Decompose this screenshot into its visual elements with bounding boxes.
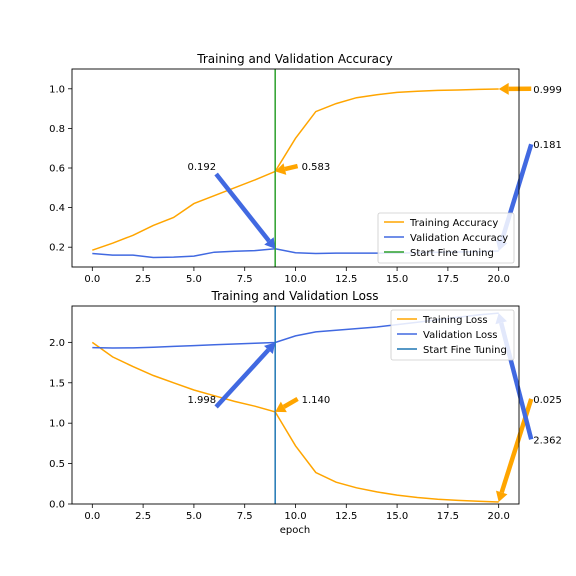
annotation-label-1-998: 1.998	[187, 395, 216, 406]
accuracy-legend: Training Accuracy Validation Accuracy St…	[377, 212, 515, 264]
annotation-label-0-999: 0.999	[533, 85, 562, 96]
loss-x-tick-label: 7.5	[237, 511, 253, 522]
accuracy-annotations: 0.999 0.181 0.583 0.192	[187, 82, 562, 251]
legend-label-fine-tuning-loss: Start Fine Tuning	[423, 345, 507, 356]
loss-x-tick-label: 20.0	[488, 511, 510, 522]
annotation-arrow-head-1-998	[264, 342, 276, 354]
legend-label-training-accuracy: Training Accuracy	[409, 218, 498, 229]
series-line-training-loss	[91, 341, 499, 503]
annotation-arrow-shaft-1-998	[214, 348, 271, 409]
annotation-label-1-140: 1.140	[302, 395, 331, 406]
series-line-training-accuracy	[92, 88, 499, 251]
accuracy-y-tick-label: 0.8	[49, 124, 65, 135]
loss-x-tick-label: 15.0	[386, 511, 408, 522]
loss-x-tick-label: 2.5	[135, 511, 151, 522]
accuracy-x-tick-label: 12.5	[335, 274, 357, 285]
legend-label-validation-loss: Validation Loss	[423, 330, 498, 341]
loss-y-tick-label: 0.0	[49, 500, 65, 511]
loss-x-tick-label: 10.0	[284, 511, 306, 522]
accuracy-x-tick-label: 20.0	[488, 274, 510, 285]
accuracy-y-tick-label: 0.6	[49, 164, 65, 175]
accuracy-y-tick-label: 0.4	[49, 203, 65, 214]
accuracy-y-tick-label: 0.2	[49, 243, 65, 254]
accuracy-x-tick-label: 5.0	[186, 274, 202, 285]
annotation-arrow-shaft-0-583	[284, 163, 299, 172]
accuracy-x-tick-label: 0.0	[84, 274, 100, 285]
loss-y-tick-label: 1.0	[49, 419, 65, 430]
annotation-arrow-shaft-0-192	[214, 172, 271, 243]
accuracy-x-tick-label: 10.0	[284, 274, 306, 285]
legend-label-validation-accuracy: Validation Accuracy	[410, 233, 508, 244]
annotation-arrow-head-0-192	[264, 237, 276, 249]
accuracy-chart-title: Training and Validation Accuracy	[196, 52, 392, 66]
accuracy-x-tick-label: 15.0	[386, 274, 408, 285]
legend-label-fine-tuning-accuracy: Start Fine Tuning	[410, 248, 494, 259]
loss-y-tick-label: 2.0	[49, 338, 65, 349]
annotation-arrow-head-1-140	[275, 401, 287, 413]
loss-x-tick-label: 0.0	[84, 511, 100, 522]
annotation-label-0-025: 0.025	[533, 395, 562, 406]
annotation-label-0-181: 0.181	[533, 140, 562, 151]
loss-y-tick-label: 0.5	[49, 459, 65, 470]
annotation-label-2-362: 2.362	[533, 435, 562, 446]
loss-x-tick-label: 12.5	[335, 511, 357, 522]
annotation-arrow-shaft-1-140	[282, 396, 299, 409]
annotation-arrow-head-0-583	[275, 163, 287, 175]
accuracy-panel: Training and Validation Accuracy 0.9990.…	[49, 52, 562, 285]
accuracy-y-tick-label: 1.0	[49, 84, 65, 95]
annotation-label-0-583: 0.583	[302, 162, 331, 173]
annotation-label-0-192: 0.192	[187, 162, 216, 173]
loss-axis-ticks: 0.0 2.5 5.0 7.5 10.0 12.5 15.0 17.5 20.0 0.0 0.5 1.…	[49, 338, 510, 522]
accuracy-x-tick-label: 17.5	[437, 274, 459, 285]
accuracy-x-tick-label: 2.5	[135, 274, 151, 285]
legend-label-training-loss: Training Loss	[422, 315, 488, 326]
loss-x-tick-label: 17.5	[437, 511, 459, 522]
annotation-arrow-head-0-999	[498, 82, 509, 95]
loss-x-axis-label: epoch	[280, 525, 310, 536]
accuracy-axis-ticks: 0.0 2.5 5.0 7.5 10.0 12.5 15.0 17.5 20.0 0.2 0.4 0.…	[49, 84, 510, 285]
loss-legend: Training Loss Validation Loss Start Fine…	[390, 309, 515, 361]
accuracy-x-tick-label: 7.5	[237, 274, 253, 285]
loss-y-tick-label: 1.5	[49, 378, 65, 389]
loss-chart-title: Training and Validation Loss	[211, 289, 379, 303]
annotation-arrow-head-0-025	[495, 490, 508, 502]
loss-x-tick-label: 5.0	[186, 511, 202, 522]
loss-panel: Training and Validation Loss 0.025 2.362 1…	[49, 289, 562, 536]
